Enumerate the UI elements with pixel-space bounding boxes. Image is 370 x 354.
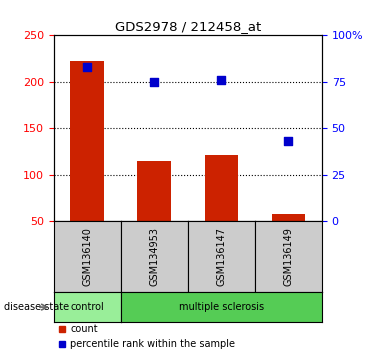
Text: multiple sclerosis: multiple sclerosis	[179, 302, 264, 312]
Text: GSM136140: GSM136140	[82, 227, 92, 286]
Point	[218, 77, 224, 83]
Title: GDS2978 / 212458_at: GDS2978 / 212458_at	[115, 20, 261, 33]
Bar	[70, 62, 104, 221]
Text: GSM136147: GSM136147	[216, 227, 226, 286]
Text: disease state: disease state	[4, 302, 69, 312]
Text: control: control	[70, 302, 104, 312]
Point	[285, 138, 291, 144]
Point	[151, 79, 157, 85]
Text: GSM136149: GSM136149	[283, 227, 293, 286]
Bar	[205, 155, 238, 221]
Point	[84, 64, 90, 70]
Bar	[272, 214, 305, 221]
Bar	[138, 161, 171, 221]
Text: GSM134953: GSM134953	[149, 227, 159, 286]
Legend: count, percentile rank within the sample: count, percentile rank within the sample	[58, 324, 235, 349]
